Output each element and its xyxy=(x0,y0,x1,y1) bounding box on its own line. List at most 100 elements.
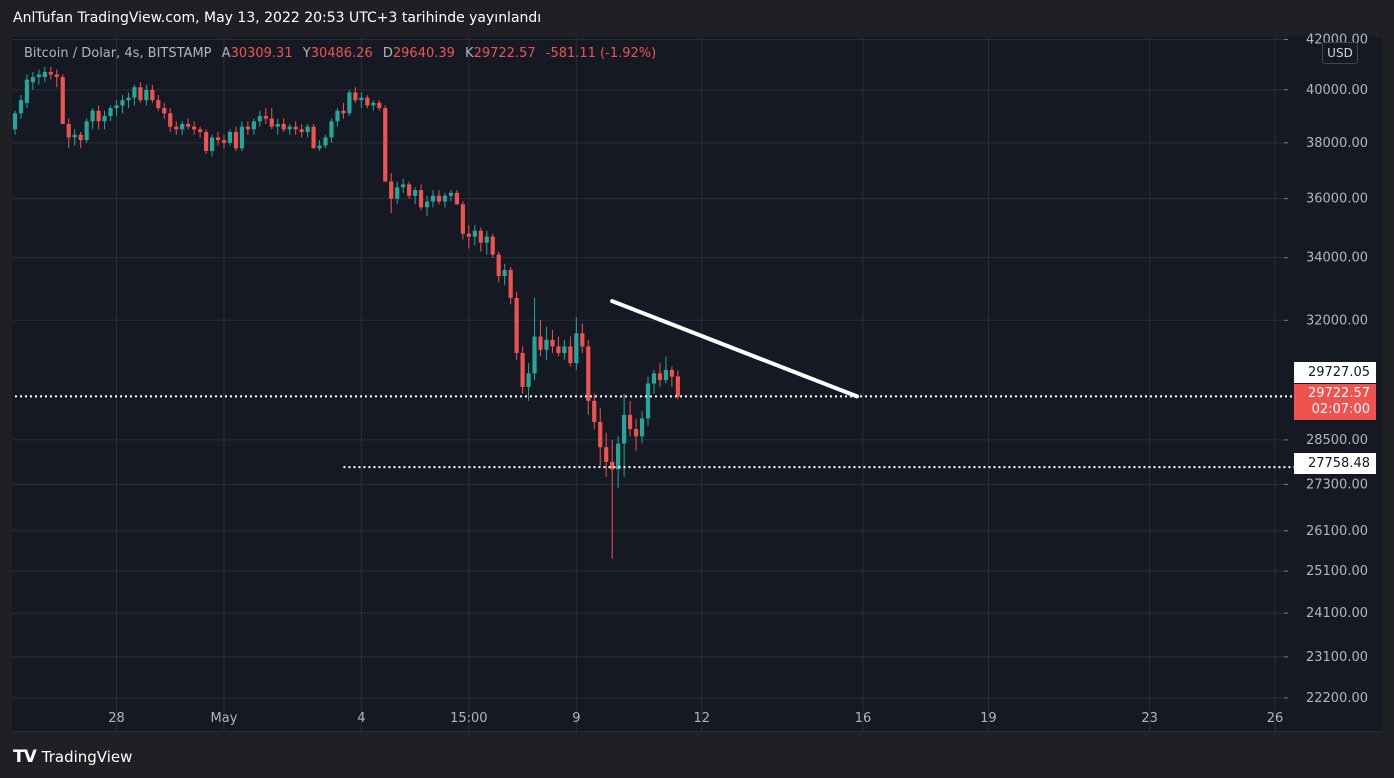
candle-body-up xyxy=(24,79,30,103)
chart-bottom-border xyxy=(12,731,1382,732)
candle-body-down xyxy=(675,376,680,397)
candle-body-down xyxy=(221,140,227,143)
last-price-tag: 29722.57 02:07:00 xyxy=(1294,384,1376,420)
candle-body-down xyxy=(48,71,53,75)
candle-body-up xyxy=(126,97,131,101)
candle-body-down xyxy=(592,400,597,422)
candle-body-up xyxy=(645,383,651,419)
candle-body-up xyxy=(317,145,322,149)
candle-body-up xyxy=(120,100,125,106)
tradingview-brand-name: TradingView xyxy=(41,748,133,766)
candle-body-down xyxy=(598,421,603,448)
candle-body-up xyxy=(616,443,621,470)
y-tick-label: 25100.00 xyxy=(1306,564,1368,579)
candle-body-down xyxy=(293,126,298,130)
candle-body-up xyxy=(287,126,292,130)
candle-body-up xyxy=(347,92,352,114)
candle-body-down xyxy=(389,181,394,199)
candle-body-down xyxy=(341,110,346,114)
candle-body-down xyxy=(215,137,221,141)
bar-countdown: 02:07:00 xyxy=(1311,402,1370,417)
candle-body-down xyxy=(436,195,442,202)
candle-body-down xyxy=(490,236,495,255)
legend-low-label: D xyxy=(382,46,393,61)
candle-body-down xyxy=(580,333,585,347)
candle-body-down xyxy=(60,77,65,124)
y-tick-label: 34000.00 xyxy=(1306,251,1368,266)
level-upper-price-tag: 29727.05 xyxy=(1294,362,1376,383)
candle-body-up xyxy=(227,132,233,143)
candle-body-down xyxy=(657,373,663,381)
y-tick-label: 40000.00 xyxy=(1306,83,1368,98)
candle-body-down xyxy=(192,126,197,130)
candle-body-up xyxy=(442,195,448,202)
candle-body-down xyxy=(604,447,609,462)
candle-body-down xyxy=(353,92,358,101)
candle-body-down xyxy=(186,123,191,127)
candle-body-down xyxy=(263,115,268,119)
candle-body-down xyxy=(96,110,101,122)
candle-body-down xyxy=(466,233,471,237)
candle-body-down xyxy=(365,97,370,106)
candle-body-up xyxy=(305,126,310,133)
candle-body-down xyxy=(460,204,465,234)
candle-body-down xyxy=(514,297,519,354)
x-tick-label: 26 xyxy=(1267,711,1284,726)
candle-body-down xyxy=(162,108,167,114)
candle-body-up xyxy=(323,137,328,146)
candle-body-up xyxy=(84,121,89,141)
y-tick-label: 22200.00 xyxy=(1306,691,1368,706)
candle-body-down xyxy=(150,89,155,101)
candle-body-down xyxy=(508,269,513,298)
candle-body-up xyxy=(90,110,95,122)
y-tick-label: 23100.00 xyxy=(1306,650,1368,665)
candle-body-up xyxy=(532,336,537,374)
y-tick-label: 24100.00 xyxy=(1306,606,1368,621)
candle-body-up xyxy=(209,137,215,152)
candle-body-up xyxy=(239,126,245,149)
currency-button[interactable]: USD xyxy=(1322,42,1358,64)
candle-body-down xyxy=(138,87,143,101)
candle-body-up xyxy=(144,89,149,101)
candle-body-up xyxy=(275,123,280,127)
candle-body-down xyxy=(538,336,543,350)
candle-body-up xyxy=(18,100,24,114)
candle-body-up xyxy=(72,134,77,138)
candle-body-up xyxy=(526,373,531,387)
candle-body-up xyxy=(472,230,477,237)
tradingview-brand[interactable]: TV TradingView xyxy=(13,747,132,767)
candle-body-down xyxy=(54,74,59,78)
legend-high-label: Y xyxy=(302,46,311,61)
candle-body-up xyxy=(395,187,400,199)
candle-body-up xyxy=(108,108,113,116)
candle-body-up xyxy=(544,339,549,350)
candle-body-up xyxy=(257,115,262,122)
candle-body-up xyxy=(430,195,436,202)
candle-body-down xyxy=(568,346,573,364)
candle-body-up xyxy=(371,102,376,106)
candle-body-down xyxy=(407,184,412,196)
y-tick-label: 28500.00 xyxy=(1306,433,1368,448)
candle-body-up xyxy=(639,418,645,437)
candle-body-down xyxy=(203,132,209,152)
level-lower-price-tag: 27758.48 xyxy=(1294,453,1376,474)
x-tick-label: 28 xyxy=(108,711,125,726)
candle-body-down xyxy=(633,429,639,437)
legend-high-value: 30486.26 xyxy=(310,46,373,61)
candle-body-down xyxy=(281,123,286,130)
candle-body-up xyxy=(42,71,47,78)
candle-body-down xyxy=(198,129,203,133)
candle-body-down xyxy=(269,118,274,127)
y-tick-label: 36000.00 xyxy=(1306,192,1368,207)
legend-symbol: Bitcoin / Dolar, 4s, BITSTAMP xyxy=(24,46,212,61)
candle-body-down xyxy=(174,126,179,130)
x-tick-label: 4 xyxy=(357,711,365,726)
candle-body-up xyxy=(36,74,41,78)
candle-body-up xyxy=(413,190,418,196)
candle-body-up xyxy=(401,184,406,188)
legend-open-label: A xyxy=(221,46,231,61)
candle-body-down xyxy=(478,230,483,243)
candle-body-down xyxy=(78,134,83,141)
candle-body-down xyxy=(520,353,525,387)
